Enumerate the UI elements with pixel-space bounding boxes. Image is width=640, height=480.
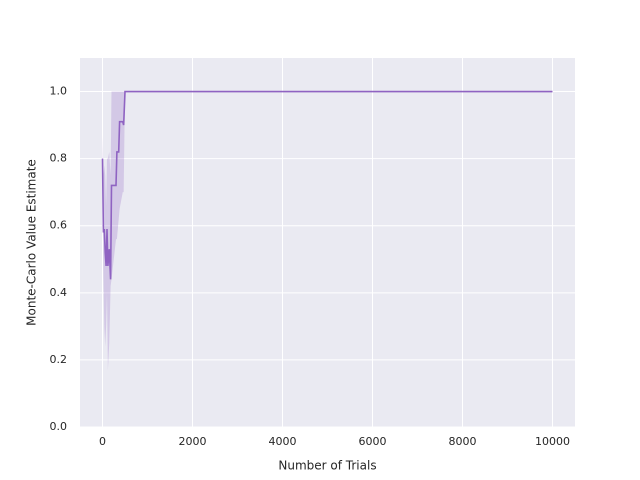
x-tick-label: 8000 bbox=[449, 435, 477, 448]
x-axis-label: Number of Trials bbox=[278, 459, 376, 473]
x-tick-label: 2000 bbox=[179, 435, 207, 448]
line bbox=[101, 90, 553, 280]
y-tick-label: 0.0 bbox=[50, 420, 68, 433]
plot-area bbox=[80, 58, 575, 427]
y-tick-label: 0.4 bbox=[50, 286, 68, 299]
y-tick-label: 1.0 bbox=[50, 85, 68, 98]
x-tick-label: 10000 bbox=[535, 435, 570, 448]
y-tick-label: 0.8 bbox=[50, 152, 68, 165]
x-tick-label: 4000 bbox=[269, 435, 297, 448]
y-tick-label: 0.6 bbox=[50, 219, 68, 232]
x-tick-label: 6000 bbox=[359, 435, 387, 448]
y-axis-label: Monte-Carlo Value Estimate bbox=[25, 159, 39, 326]
x-tick-label: 0 bbox=[99, 435, 106, 448]
y-tick-label: 0.2 bbox=[50, 353, 68, 366]
